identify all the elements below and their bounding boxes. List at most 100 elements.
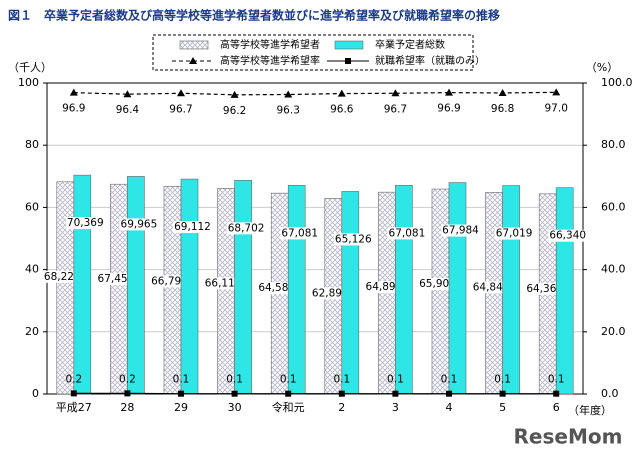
legend-label: 就職希望率（就職のみ） xyxy=(375,54,485,67)
legend-swatch xyxy=(334,40,364,50)
bar xyxy=(180,178,199,395)
label-bg xyxy=(96,273,136,286)
marker xyxy=(338,390,345,397)
value-label: 97.0 xyxy=(545,102,568,114)
label-bg xyxy=(418,278,457,291)
y-tick-label: 100 xyxy=(18,76,39,89)
legend-swatch xyxy=(179,40,209,50)
y2-tick-label: 80.0 xyxy=(601,138,626,151)
label-bg xyxy=(494,227,534,240)
marker xyxy=(391,89,400,97)
marker xyxy=(123,90,132,98)
label-bg xyxy=(548,229,588,242)
bar xyxy=(341,191,360,395)
x-tick-label: 3 xyxy=(392,401,399,414)
marker xyxy=(552,88,561,96)
bar xyxy=(217,188,235,395)
legend-marker xyxy=(345,58,351,64)
marker xyxy=(499,390,506,397)
value-label: 69,112 xyxy=(174,221,211,233)
x-tick-label: 2 xyxy=(338,401,345,414)
value-label: 64,364 xyxy=(526,283,563,295)
marker xyxy=(69,88,78,96)
x-tick-label: 令和元 xyxy=(272,400,305,414)
y2-tick-label: 40.0 xyxy=(601,263,626,276)
y2-axis-label: （%） xyxy=(586,61,618,74)
marker xyxy=(177,89,185,97)
marker xyxy=(70,390,77,397)
value-label: 68,702 xyxy=(228,222,265,234)
bar xyxy=(448,182,467,395)
marker xyxy=(337,89,346,97)
value-label: 0.2 xyxy=(65,373,82,385)
value-label: 0.2 xyxy=(119,373,136,385)
value-label: 0.1 xyxy=(333,374,350,386)
marker xyxy=(445,88,453,96)
marker xyxy=(178,390,184,397)
value-label: 67,984 xyxy=(442,225,479,237)
legend-label: 高等学校等進学希望率 xyxy=(220,54,320,67)
value-label: 68,221 xyxy=(44,271,81,283)
value-label: 0.1 xyxy=(494,374,511,386)
value-label: 96.9 xyxy=(62,103,85,115)
y2-tick-label: 60.0 xyxy=(601,200,626,213)
x-tick-label: 28 xyxy=(120,401,134,414)
value-label: 62,892 xyxy=(312,287,349,299)
value-label: 0.1 xyxy=(387,374,404,386)
label-bg xyxy=(65,217,105,230)
x-tick-label: 29 xyxy=(174,401,188,414)
legend-box xyxy=(152,34,474,71)
value-label: 96.7 xyxy=(384,103,407,115)
y-tick-label: 60 xyxy=(25,200,39,213)
value-label: 67,081 xyxy=(281,227,318,239)
label-bg xyxy=(280,227,320,240)
label-bg xyxy=(42,270,82,283)
label-bg xyxy=(226,222,266,235)
value-label: 66,798 xyxy=(151,275,188,287)
value-label: 67,455 xyxy=(98,273,135,285)
y-tick-label: 0 xyxy=(32,387,39,400)
bar xyxy=(502,185,520,395)
label-bg xyxy=(257,282,297,295)
watermark: ReseMom xyxy=(514,425,623,449)
bar xyxy=(73,174,92,395)
bar xyxy=(163,185,182,395)
x-tick-label: 4 xyxy=(446,401,453,414)
label-bg xyxy=(364,281,404,294)
value-label: 70,369 xyxy=(67,217,104,229)
value-label: 65,902 xyxy=(419,278,456,290)
value-label: 96.8 xyxy=(491,103,514,115)
bar xyxy=(431,188,450,395)
value-label: 69,965 xyxy=(121,218,158,230)
bar xyxy=(127,176,145,395)
marker xyxy=(553,390,560,397)
value-label: 64,898 xyxy=(366,281,403,293)
x-axis-label: （年度） xyxy=(568,403,612,417)
y-tick-label: 40 xyxy=(25,263,39,276)
y2-tick-label: 20.0 xyxy=(601,325,626,338)
y-tick-label: 80 xyxy=(25,138,39,151)
label-bg xyxy=(441,224,481,237)
value-label: 0.1 xyxy=(441,374,458,386)
legend-label: 卒業予定者総数 xyxy=(375,38,445,51)
value-label: 96.7 xyxy=(169,103,192,115)
label-bg xyxy=(173,221,212,234)
bar xyxy=(234,180,252,395)
y-tick-label: 20 xyxy=(25,325,39,338)
label-bg xyxy=(525,282,565,295)
chart-title: 図１ 卒業予定者総数及び高等学校等進学希望者数並びに進学希望率及び就職希望率の推… xyxy=(8,8,500,23)
value-label: 96.2 xyxy=(223,105,246,117)
legend-marker xyxy=(189,57,197,64)
label-bg xyxy=(471,281,511,294)
bar xyxy=(555,187,574,395)
line xyxy=(73,91,557,96)
label-bg xyxy=(150,275,189,288)
y-axis-label: （千人） xyxy=(8,61,52,74)
value-label: 66,113 xyxy=(205,277,242,289)
label-bg xyxy=(387,227,427,240)
value-label: 0.1 xyxy=(173,374,190,386)
marker xyxy=(231,390,238,397)
value-label: 67,081 xyxy=(389,227,426,239)
value-label: 66,340 xyxy=(549,230,586,242)
